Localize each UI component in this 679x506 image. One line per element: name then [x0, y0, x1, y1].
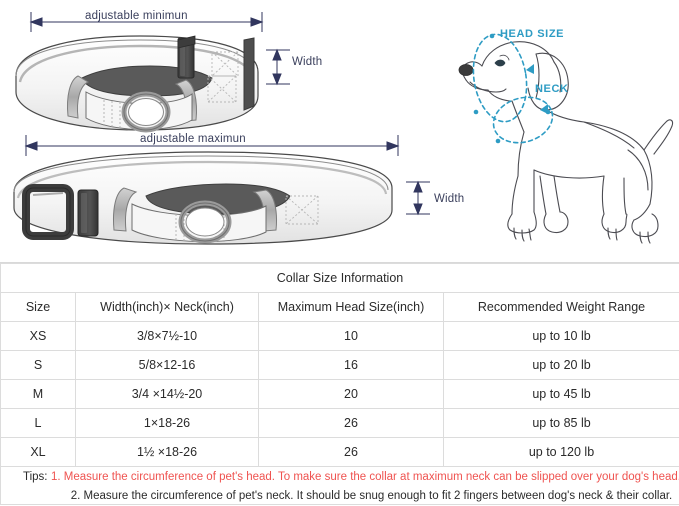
cell-width-neck: 1×18-26: [75, 408, 259, 438]
column-header-width-neck: Width(inch)× Neck(inch): [75, 292, 259, 322]
tips-row: Tips: 1. Measure the circumference of pe…: [0, 465, 679, 506]
collar-size-table: Collar Size Information Size Width(inch)…: [0, 263, 679, 506]
cell-weight: up to 20 lb: [442, 350, 679, 380]
tips-text-2: 2. Measure the circumference of pet's ne…: [70, 489, 673, 502]
collar-and-dog-diagram: [13, 12, 674, 245]
cell-size: XS: [0, 321, 76, 351]
head-size-label: HEAD SIZE: [500, 28, 565, 40]
cell-weight: up to 85 lb: [442, 408, 679, 438]
collar-slider-black-maximum: [77, 189, 99, 237]
collar-slider-left-minimum: [67, 75, 90, 119]
width-dimension-bottom: [406, 180, 430, 216]
table-title-row: Collar Size Information: [0, 263, 679, 293]
neck-measure-loop: [492, 96, 554, 144]
tips-cell: Tips: 1. Measure the circumference of pe…: [0, 465, 679, 506]
dimension-line-minimum: [29, 12, 264, 32]
collar-diagram-maximum: [13, 135, 430, 245]
adjustable-minimum-label: adjustable minimun: [85, 10, 188, 22]
tips-label: Tips:: [23, 471, 48, 483]
dog-measure-loops: [472, 33, 554, 144]
cell-max-head: 10: [258, 321, 444, 351]
table-row: S 5/8×12-16 16 up to 20 lb: [0, 350, 679, 380]
cell-size: L: [0, 408, 76, 438]
width-label-bottom: Width: [434, 193, 465, 205]
cell-weight: up to 10 lb: [442, 321, 679, 351]
dimension-line-maximum: [24, 135, 400, 156]
cell-width-neck: 5/8×12-16: [75, 350, 259, 380]
cell-size: M: [0, 379, 76, 409]
collar-stitch-patch-maximum: [285, 195, 319, 225]
table-header-row: Size Width(inch)× Neck(inch) Maximum Hea…: [0, 292, 679, 322]
cell-max-head: 26: [258, 437, 444, 467]
cell-width-neck: 3/8×7½-10: [75, 321, 259, 351]
table-row: XL 1½ ×18-26 26 up to 120 lb: [0, 437, 679, 467]
table-row: XS 3/8×7½-10 10 up to 10 lb: [0, 321, 679, 351]
cell-max-head: 16: [258, 350, 444, 380]
table-row: M 3/4 ×14½-20 20 up to 45 lb: [0, 379, 679, 409]
collar-metal-loop-left-maximum: [113, 187, 138, 232]
size-table-container: Collar Size Information Size Width(inch)…: [0, 263, 679, 506]
column-header-weight-range: Recommended Weight Range: [442, 292, 679, 322]
width-dimension-top: [266, 48, 290, 86]
width-label-top: Width: [292, 56, 323, 68]
column-header-size: Size: [0, 292, 76, 322]
tips-line-1: Tips: 1. Measure the circumference of pe…: [1, 467, 679, 486]
collar-buckle-minimum: [177, 35, 196, 79]
collar-tail-end-minimum: [243, 37, 255, 111]
cell-max-head: 26: [258, 408, 444, 438]
collar-stitch-patch-minimum: [207, 51, 239, 103]
tips-text-1: 1. Measure the circumference of pet's he…: [50, 471, 679, 483]
section-divider: [0, 262, 679, 263]
neck-label: NECK: [535, 83, 569, 95]
collar-square-buckle-maximum: [22, 184, 74, 240]
cell-max-head: 20: [258, 379, 444, 409]
table-title: Collar Size Information: [0, 263, 679, 293]
column-header-max-head-size: Maximum Head Size(inch): [258, 292, 444, 322]
collar-d-ring-minimum: [121, 91, 171, 133]
cell-width-neck: 1½ ×18-26: [75, 437, 259, 467]
illustration-area: adjustable minimun adjustable maximun Wi…: [13, 10, 674, 245]
cell-weight: up to 45 lb: [442, 379, 679, 409]
collar-d-ring-maximum: [178, 200, 232, 244]
dog-illustration: [458, 41, 674, 244]
table-row: L 1×18-26 26 up to 85 lb: [0, 408, 679, 438]
adjustable-maximum-label: adjustable maximun: [140, 133, 246, 145]
cell-size: S: [0, 350, 76, 380]
cell-width-neck: 3/4 ×14½-20: [75, 379, 259, 409]
cell-size: XL: [0, 437, 76, 467]
tips-line-2: 2. Measure the circumference of pet's ne…: [1, 486, 679, 505]
cell-weight: up to 120 lb: [442, 437, 679, 467]
collar-diagram-minimum: [15, 12, 290, 133]
